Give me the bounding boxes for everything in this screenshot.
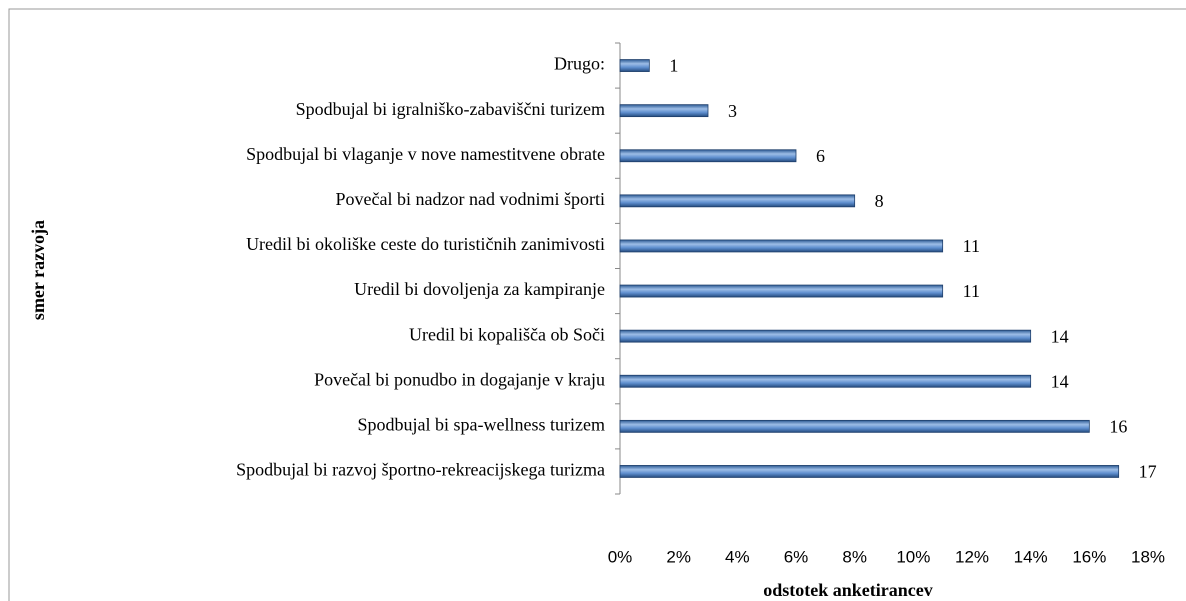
bar [619, 194, 856, 208]
bar [619, 59, 650, 72]
value-label: 8 [875, 191, 884, 211]
x-tick-label: 6% [784, 547, 809, 566]
bar [619, 329, 1032, 343]
y-tick-label: Uredil bi dovoljenja za kampiranje [354, 279, 605, 299]
value-label: 14 [1051, 326, 1069, 346]
bar [619, 419, 1090, 433]
bar [619, 239, 944, 253]
value-label: 1 [669, 56, 678, 76]
x-tick-label: 18% [1131, 547, 1165, 566]
bar [619, 374, 1032, 388]
y-tick-label: Spodbujal bi vlaganje v nove namestitven… [246, 144, 605, 164]
x-tick-label: 0% [608, 547, 633, 566]
x-tick-label: 12% [955, 547, 989, 566]
x-tick-label: 10% [896, 547, 930, 566]
x-axis-title: odstotek anketirancev [763, 580, 933, 600]
y-tick-label: Povečal bi ponudbo in dogajanje v kraju [314, 369, 605, 389]
value-label: 3 [728, 101, 737, 121]
x-tick-label: 16% [1072, 547, 1106, 566]
y-axis-title: smer razvoja [28, 220, 48, 320]
bar [619, 284, 944, 298]
value-label: 14 [1051, 371, 1069, 391]
x-tick-label: 14% [1014, 547, 1048, 566]
bar [619, 465, 1120, 478]
value-label: 11 [963, 281, 980, 301]
bar [619, 149, 797, 163]
x-tick-label: 2% [666, 547, 691, 566]
x-tick-label: 4% [725, 547, 750, 566]
y-tick-label: Drugo: [554, 54, 605, 74]
value-label: 6 [816, 146, 825, 166]
y-tick-label: Uredil bi okoliške ceste do turističnih … [246, 234, 605, 254]
bar [619, 104, 709, 118]
value-label: 16 [1109, 416, 1127, 436]
frame [8, 8, 1186, 601]
y-tick-label: Uredil bi kopališča ob Soči [409, 324, 605, 344]
y-tick-label: Povečal bi nadzor nad vodnimi športi [336, 189, 605, 209]
y-tick-label: Spodbujal bi razvoj športno-rekreacijske… [236, 460, 605, 480]
y-tick-label: Spodbujal bi igralniško-zabaviščni turiz… [296, 99, 605, 119]
value-label: 11 [963, 236, 980, 256]
y-tick-label: Spodbujal bi spa-wellness turizem [358, 414, 605, 434]
x-tick-label: 8% [842, 547, 867, 566]
value-label: 17 [1139, 462, 1157, 482]
